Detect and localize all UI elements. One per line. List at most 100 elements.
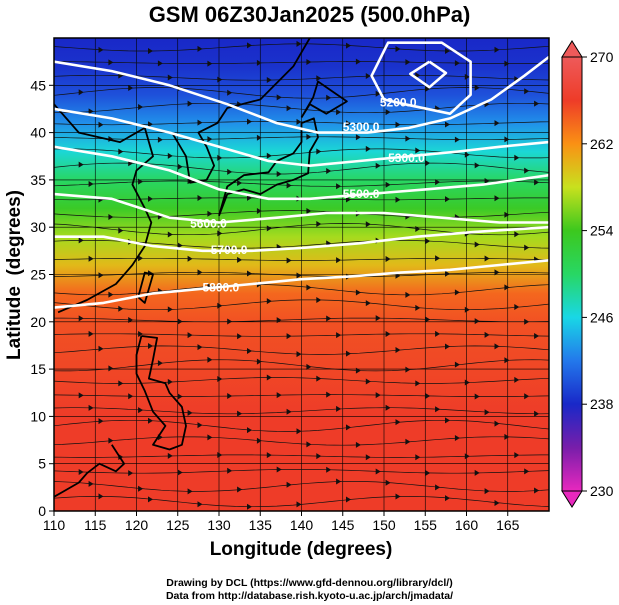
flow-arrow <box>395 121 401 128</box>
flow-arrow <box>365 73 371 80</box>
contour-line <box>409 60 448 89</box>
flow-arrow <box>148 195 153 202</box>
flow-arrow <box>197 422 203 429</box>
flow-arrow <box>395 493 401 500</box>
flow-arrow <box>534 179 540 186</box>
flow-arrow <box>534 410 540 417</box>
flow-arrow <box>247 347 252 354</box>
flow-arrow <box>78 161 84 168</box>
colorbar-scale <box>561 56 583 492</box>
flow-arrow <box>217 376 223 383</box>
flow-arrow <box>494 420 500 427</box>
flow-arrow <box>306 133 312 140</box>
coastline <box>54 103 154 314</box>
flow-arrow <box>365 300 371 307</box>
flow-arrow <box>88 404 94 411</box>
flow-arrow <box>484 255 490 262</box>
flow-arrow <box>177 163 183 170</box>
flow-arrow <box>445 196 450 203</box>
flow-arrow <box>286 408 292 415</box>
colorbar-tick-label: 230 <box>590 483 614 499</box>
flow-arrow <box>336 405 342 412</box>
flow-arrow <box>296 428 302 435</box>
flow-arrow <box>336 257 342 264</box>
flow-arrow <box>247 503 252 510</box>
flow-arrow <box>514 231 520 238</box>
flow-arrow <box>365 378 371 385</box>
flow-arrow <box>435 406 441 413</box>
flow-arrow <box>286 481 292 488</box>
flow-arrow <box>276 94 282 101</box>
flow-arrow <box>494 195 500 202</box>
x-tick-label: 125 <box>166 517 190 533</box>
x-tick-label: 150 <box>372 517 396 533</box>
flow-arrow <box>316 220 322 227</box>
flow-arrow <box>256 134 262 141</box>
coastline <box>218 117 319 217</box>
colorbar-extend-bottom <box>561 490 583 508</box>
flow-arrow <box>385 330 391 337</box>
streamline <box>54 469 549 474</box>
flow-arrow <box>395 346 401 353</box>
contour-label: 5300.0 <box>388 151 425 165</box>
flow-arrow <box>227 89 233 96</box>
flow-arrow <box>247 42 252 49</box>
flow-arrow <box>435 330 441 337</box>
flow-arrow <box>454 136 460 143</box>
flow-arrow <box>504 284 510 291</box>
y-axis: 0 5 10 15 20 25 30 35 40 45 <box>30 77 54 519</box>
flow-arrow <box>504 136 510 143</box>
y-tick-label: 10 <box>30 408 46 424</box>
flow-arrow <box>177 318 183 325</box>
y-tick-label: 5 <box>38 456 46 472</box>
colorbar-tick-label: 238 <box>590 396 614 412</box>
flow-arrow <box>138 255 144 262</box>
flow-arrow <box>296 40 302 47</box>
flow-arrow <box>167 378 173 385</box>
flow-arrow <box>534 100 540 107</box>
flow-arrow <box>187 100 193 107</box>
flow-arrow <box>177 469 183 476</box>
flow-arrow <box>375 162 381 169</box>
flow-arrow <box>266 152 272 159</box>
flow-arrow <box>355 441 361 448</box>
flow-arrow <box>197 119 203 126</box>
flow-arrow <box>336 109 342 116</box>
x-tick-label: 140 <box>290 517 314 533</box>
flow-arrow <box>266 225 272 232</box>
flow-arrow <box>296 272 302 279</box>
y-axis-label: Latitude (degrees) <box>4 190 25 360</box>
flow-arrow <box>276 317 282 324</box>
flow-arrow <box>207 136 213 143</box>
coastline <box>54 444 125 498</box>
flow-arrow <box>98 418 104 425</box>
streamline <box>54 481 549 492</box>
y-tick-label: 30 <box>30 219 46 235</box>
flow-arrow <box>98 121 104 128</box>
flow-arrow <box>445 270 450 277</box>
flow-arrow <box>326 168 332 175</box>
x-tick-label: 115 <box>84 517 107 533</box>
x-tick-label: 160 <box>455 517 479 533</box>
flow-arrow <box>405 291 411 298</box>
flow-arrow <box>425 316 431 323</box>
flow-arrow <box>316 375 322 382</box>
flow-arrow <box>217 76 223 83</box>
streamline <box>54 210 549 218</box>
flow-arrow <box>138 104 144 111</box>
flow-arrow <box>187 332 193 339</box>
flow-arrow <box>227 467 233 474</box>
streamline <box>54 61 549 64</box>
streamline <box>54 43 549 52</box>
flow-arrow <box>187 409 193 416</box>
contour-line <box>54 145 549 201</box>
contour-line <box>54 107 549 167</box>
flow-arrow <box>474 318 480 325</box>
flow-arrow <box>425 469 431 476</box>
x-axis: 110 115 120 125 130 135 140 145 150 155 160 165 <box>43 511 520 533</box>
flow-arrow <box>534 332 540 339</box>
flow-arrow <box>197 501 203 508</box>
flow-arrow <box>385 256 391 263</box>
x-axis-label: Longitude (degrees) <box>210 539 393 560</box>
flow-arrow <box>108 437 114 444</box>
